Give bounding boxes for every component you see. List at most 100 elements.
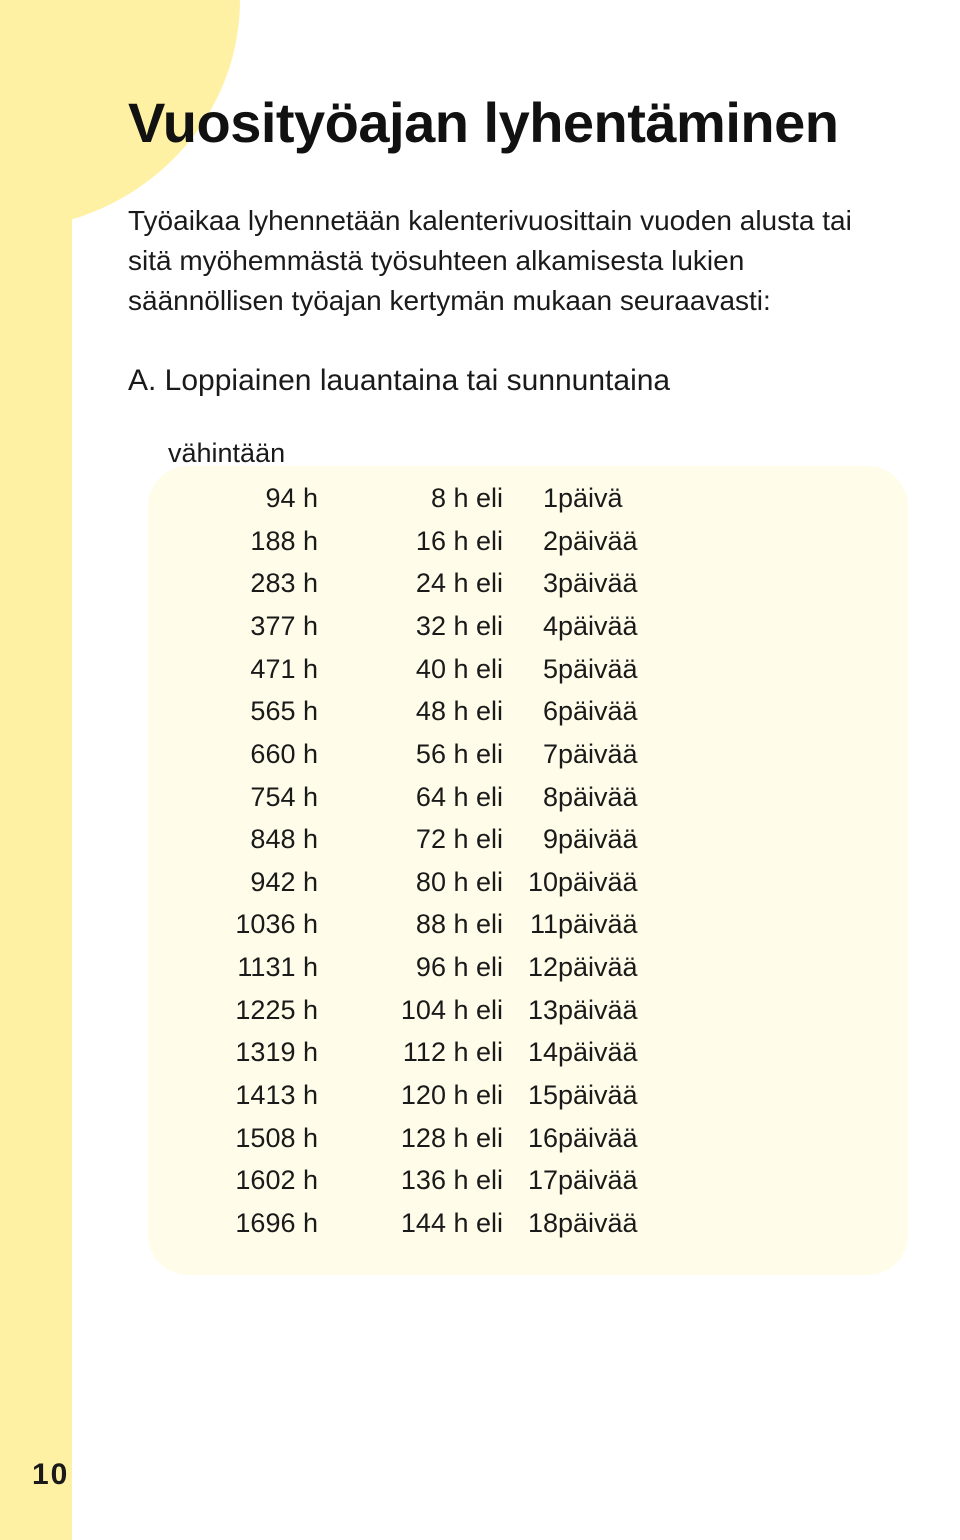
cell-days: 8 <box>503 776 558 819</box>
table-row: 660 h56 h eli7päivää <box>168 733 638 776</box>
page: Vuosityöajan lyhentäminen Työaikaa lyhen… <box>0 0 960 1540</box>
table-row: 283 h24 h eli3päivää <box>168 562 638 605</box>
cell-equivalent: 144 h eli <box>318 1202 503 1245</box>
table-row: 1319 h112 h eli14päivää <box>168 1031 638 1074</box>
cell-equivalent: 136 h eli <box>318 1159 503 1202</box>
cell-days: 7 <box>503 733 558 776</box>
cell-equivalent: 32 h eli <box>318 605 503 648</box>
cell-equivalent: 64 h eli <box>318 776 503 819</box>
cell-days: 17 <box>503 1159 558 1202</box>
cell-unit: päivä <box>558 477 638 520</box>
table-row: 1696 h144 h eli18päivää <box>168 1202 638 1245</box>
cell-equivalent: 80 h eli <box>318 861 503 904</box>
cell-unit: päivää <box>558 520 638 563</box>
table-wrap: vähintään 94 h8 h eli1päivä188 h16 h eli… <box>168 432 888 1244</box>
cell-hours: 1319 h <box>168 1031 318 1074</box>
cell-unit: päivää <box>558 989 638 1032</box>
cell-days: 3 <box>503 562 558 605</box>
page-number: 10 <box>32 1458 69 1492</box>
cell-hours: 471 h <box>168 648 318 691</box>
table-row: 848 h72 h eli9päivää <box>168 818 638 861</box>
table-row: 188 h16 h eli2päivää <box>168 520 638 563</box>
cell-unit: päivää <box>558 690 638 733</box>
cell-days: 14 <box>503 1031 558 1074</box>
cell-hours: 1602 h <box>168 1159 318 1202</box>
intro-paragraph: Työaikaa lyhennetään kalenterivuosittain… <box>128 201 870 320</box>
cell-unit: päivää <box>558 776 638 819</box>
table-row: 565 h48 h eli6päivää <box>168 690 638 733</box>
cell-days: 9 <box>503 818 558 861</box>
cell-hours: 377 h <box>168 605 318 648</box>
cell-days: 18 <box>503 1202 558 1245</box>
table-row: 1413 h120 h eli15päivää <box>168 1074 638 1117</box>
cell-days: 15 <box>503 1074 558 1117</box>
cell-hours: 283 h <box>168 562 318 605</box>
cell-unit: päivää <box>558 861 638 904</box>
cell-equivalent: 96 h eli <box>318 946 503 989</box>
cell-hours: 1413 h <box>168 1074 318 1117</box>
cell-days: 1 <box>503 477 558 520</box>
table-row: 1508 h128 h eli16päivää <box>168 1117 638 1160</box>
cell-unit: päivää <box>558 1074 638 1117</box>
cell-equivalent: 120 h eli <box>318 1074 503 1117</box>
reduction-table: vähintään 94 h8 h eli1päivä188 h16 h eli… <box>168 432 638 1244</box>
cell-unit: päivää <box>558 1202 638 1245</box>
table-row: 471 h40 h eli5päivää <box>168 648 638 691</box>
cell-equivalent: 16 h eli <box>318 520 503 563</box>
cell-hours: 1225 h <box>168 989 318 1032</box>
cell-unit: päivää <box>558 903 638 946</box>
table-header-row: vähintään <box>168 432 638 477</box>
cell-hours: 1131 h <box>168 946 318 989</box>
cell-unit: päivää <box>558 946 638 989</box>
cell-days: 6 <box>503 690 558 733</box>
cell-hours: 94 h <box>168 477 318 520</box>
cell-unit: päivää <box>558 648 638 691</box>
cell-equivalent: 72 h eli <box>318 818 503 861</box>
cell-equivalent: 88 h eli <box>318 903 503 946</box>
cell-days: 4 <box>503 605 558 648</box>
table-row: 754 h64 h eli8päivää <box>168 776 638 819</box>
cell-equivalent: 128 h eli <box>318 1117 503 1160</box>
table-row: 1602 h136 h eli17päivää <box>168 1159 638 1202</box>
cell-days: 10 <box>503 861 558 904</box>
table-row: 1131 h96 h eli12päivää <box>168 946 638 989</box>
cell-hours: 754 h <box>168 776 318 819</box>
table-row: 1225 h104 h eli13päivää <box>168 989 638 1032</box>
cell-hours: 565 h <box>168 690 318 733</box>
cell-equivalent: 56 h eli <box>318 733 503 776</box>
cell-equivalent: 40 h eli <box>318 648 503 691</box>
cell-unit: päivää <box>558 562 638 605</box>
table-header-label: vähintään <box>168 432 318 477</box>
cell-hours: 1508 h <box>168 1117 318 1160</box>
table-row: 942 h80 h eli10päivää <box>168 861 638 904</box>
content-area: Vuosityöajan lyhentäminen Työaikaa lyhen… <box>0 0 960 1245</box>
cell-equivalent: 104 h eli <box>318 989 503 1032</box>
cell-unit: päivää <box>558 605 638 648</box>
cell-days: 12 <box>503 946 558 989</box>
cell-hours: 848 h <box>168 818 318 861</box>
cell-hours: 1696 h <box>168 1202 318 1245</box>
cell-days: 13 <box>503 989 558 1032</box>
section-subtitle: A. Loppiainen lauantaina tai sunnuntaina <box>128 364 870 398</box>
cell-unit: päivää <box>558 1117 638 1160</box>
table-body: 94 h8 h eli1päivä188 h16 h eli2päivää283… <box>168 477 638 1245</box>
cell-equivalent: 112 h eli <box>318 1031 503 1074</box>
table-row: 1036 h88 h eli11päivää <box>168 903 638 946</box>
page-title: Vuosityöajan lyhentäminen <box>128 90 870 155</box>
cell-hours: 188 h <box>168 520 318 563</box>
table-row: 94 h8 h eli1päivä <box>168 477 638 520</box>
cell-equivalent: 24 h eli <box>318 562 503 605</box>
cell-days: 5 <box>503 648 558 691</box>
cell-unit: päivää <box>558 1031 638 1074</box>
table-row: 377 h32 h eli4päivää <box>168 605 638 648</box>
cell-days: 11 <box>503 903 558 946</box>
cell-unit: päivää <box>558 818 638 861</box>
cell-days: 2 <box>503 520 558 563</box>
cell-equivalent: 48 h eli <box>318 690 503 733</box>
cell-equivalent: 8 h eli <box>318 477 503 520</box>
cell-hours: 660 h <box>168 733 318 776</box>
cell-hours: 942 h <box>168 861 318 904</box>
cell-unit: päivää <box>558 1159 638 1202</box>
cell-hours: 1036 h <box>168 903 318 946</box>
cell-unit: päivää <box>558 733 638 776</box>
